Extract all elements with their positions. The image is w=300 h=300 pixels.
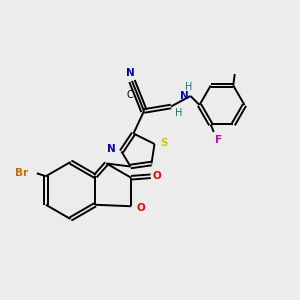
Text: H: H: [185, 82, 193, 92]
Text: C: C: [126, 89, 133, 100]
Text: O: O: [136, 203, 145, 213]
Text: O: O: [152, 171, 161, 181]
Text: N: N: [107, 144, 116, 154]
Text: S: S: [160, 137, 167, 148]
Text: N: N: [180, 91, 189, 101]
Text: N: N: [126, 68, 135, 78]
Text: Br: Br: [15, 168, 28, 178]
Text: H: H: [175, 108, 182, 118]
Text: F: F: [215, 135, 222, 145]
